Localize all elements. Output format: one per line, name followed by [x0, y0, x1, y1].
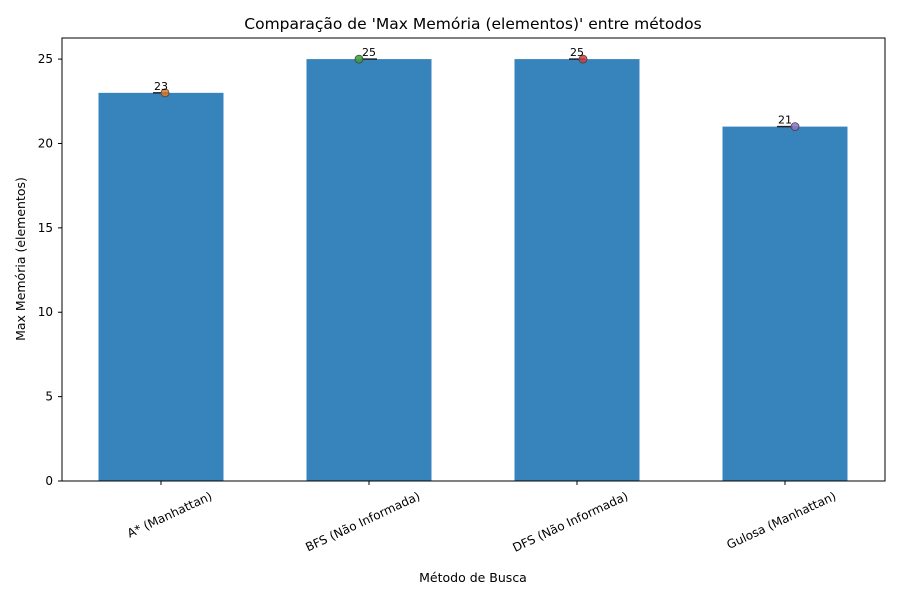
data-label: 23	[154, 80, 168, 93]
bar-2	[306, 59, 432, 481]
y-tick-label: 15	[38, 221, 53, 235]
bar-4	[722, 126, 848, 481]
x-tick-label: BFS (Não Informada)	[303, 489, 422, 554]
y-tick-label: 5	[45, 390, 53, 404]
data-point	[354, 54, 364, 64]
bar-3	[514, 59, 640, 481]
x-tick-label: Gulosa (Manhattan)	[724, 489, 838, 552]
plot-area: 0 5 10 15 20 25 A* (Manhattan) BFS (Não Informa…	[38, 37, 886, 555]
chart-title: Comparação de 'Max Memória (elementos)' …	[244, 15, 701, 33]
data-point	[578, 54, 588, 64]
data-label: 25	[362, 46, 376, 59]
x-tick-label: A* (Manhattan)	[125, 489, 214, 541]
y-tick-label: 0	[45, 474, 53, 488]
y-axis-label: Max Memória (elementos)	[13, 177, 28, 341]
plot-frame	[61, 37, 886, 482]
x-tick-label: DFS (Não Informada)	[510, 489, 630, 555]
y-tick-label: 25	[38, 52, 53, 66]
x-axis-label: Método de Busca	[419, 570, 527, 585]
data-label: 21	[778, 114, 792, 127]
bar-1	[98, 92, 224, 481]
data-label: 25	[570, 46, 584, 59]
data-point	[160, 88, 170, 98]
y-tick-label: 10	[38, 305, 53, 319]
data-point	[790, 122, 800, 131]
y-tick-label: 20	[38, 136, 53, 150]
